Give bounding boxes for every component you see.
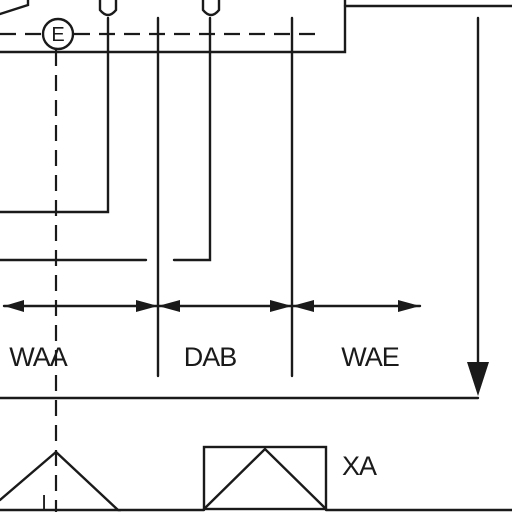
diamond-letter: I — [41, 492, 47, 512]
meter-symbol — [41, 17, 75, 51]
upper-housing — [0, 0, 512, 54]
housing-outline — [0, 0, 347, 54]
arrowhead-dab-left — [158, 300, 180, 312]
control-line: E — [0, 17, 320, 512]
arrowhead-dab-right — [270, 300, 292, 312]
probe-right — [201, 0, 221, 17]
housing-corner — [0, 0, 30, 16]
zone-dividers — [156, 16, 294, 378]
arrowhead-left-end — [4, 300, 24, 312]
diamond-symbol — [0, 450, 122, 512]
dimension-arrows — [2, 300, 422, 312]
pipes — [0, 16, 212, 262]
zone-label-wae: WAE — [341, 342, 399, 372]
probe-left — [98, 0, 118, 17]
arrowhead-waa-right — [136, 300, 158, 312]
pipe-left — [0, 16, 110, 214]
xa-label: XA — [342, 451, 377, 481]
xa-box-inner-v — [202, 447, 328, 511]
sensor-probes — [98, 0, 221, 17]
arrowhead-wae-right — [398, 300, 420, 312]
bottom-components: I XA — [0, 445, 512, 512]
xa-box — [202, 445, 328, 511]
return-flow — [0, 16, 489, 400]
zone-label-dab: DAB — [184, 342, 237, 372]
arrowhead-wae-left — [292, 300, 314, 312]
meter-letter: E — [51, 24, 64, 46]
zone-labels: WAA DAB WAE — [9, 342, 400, 372]
return-arrowhead — [467, 362, 489, 396]
zone-label-waa: WAA — [9, 342, 67, 372]
pipe-right — [172, 16, 212, 262]
